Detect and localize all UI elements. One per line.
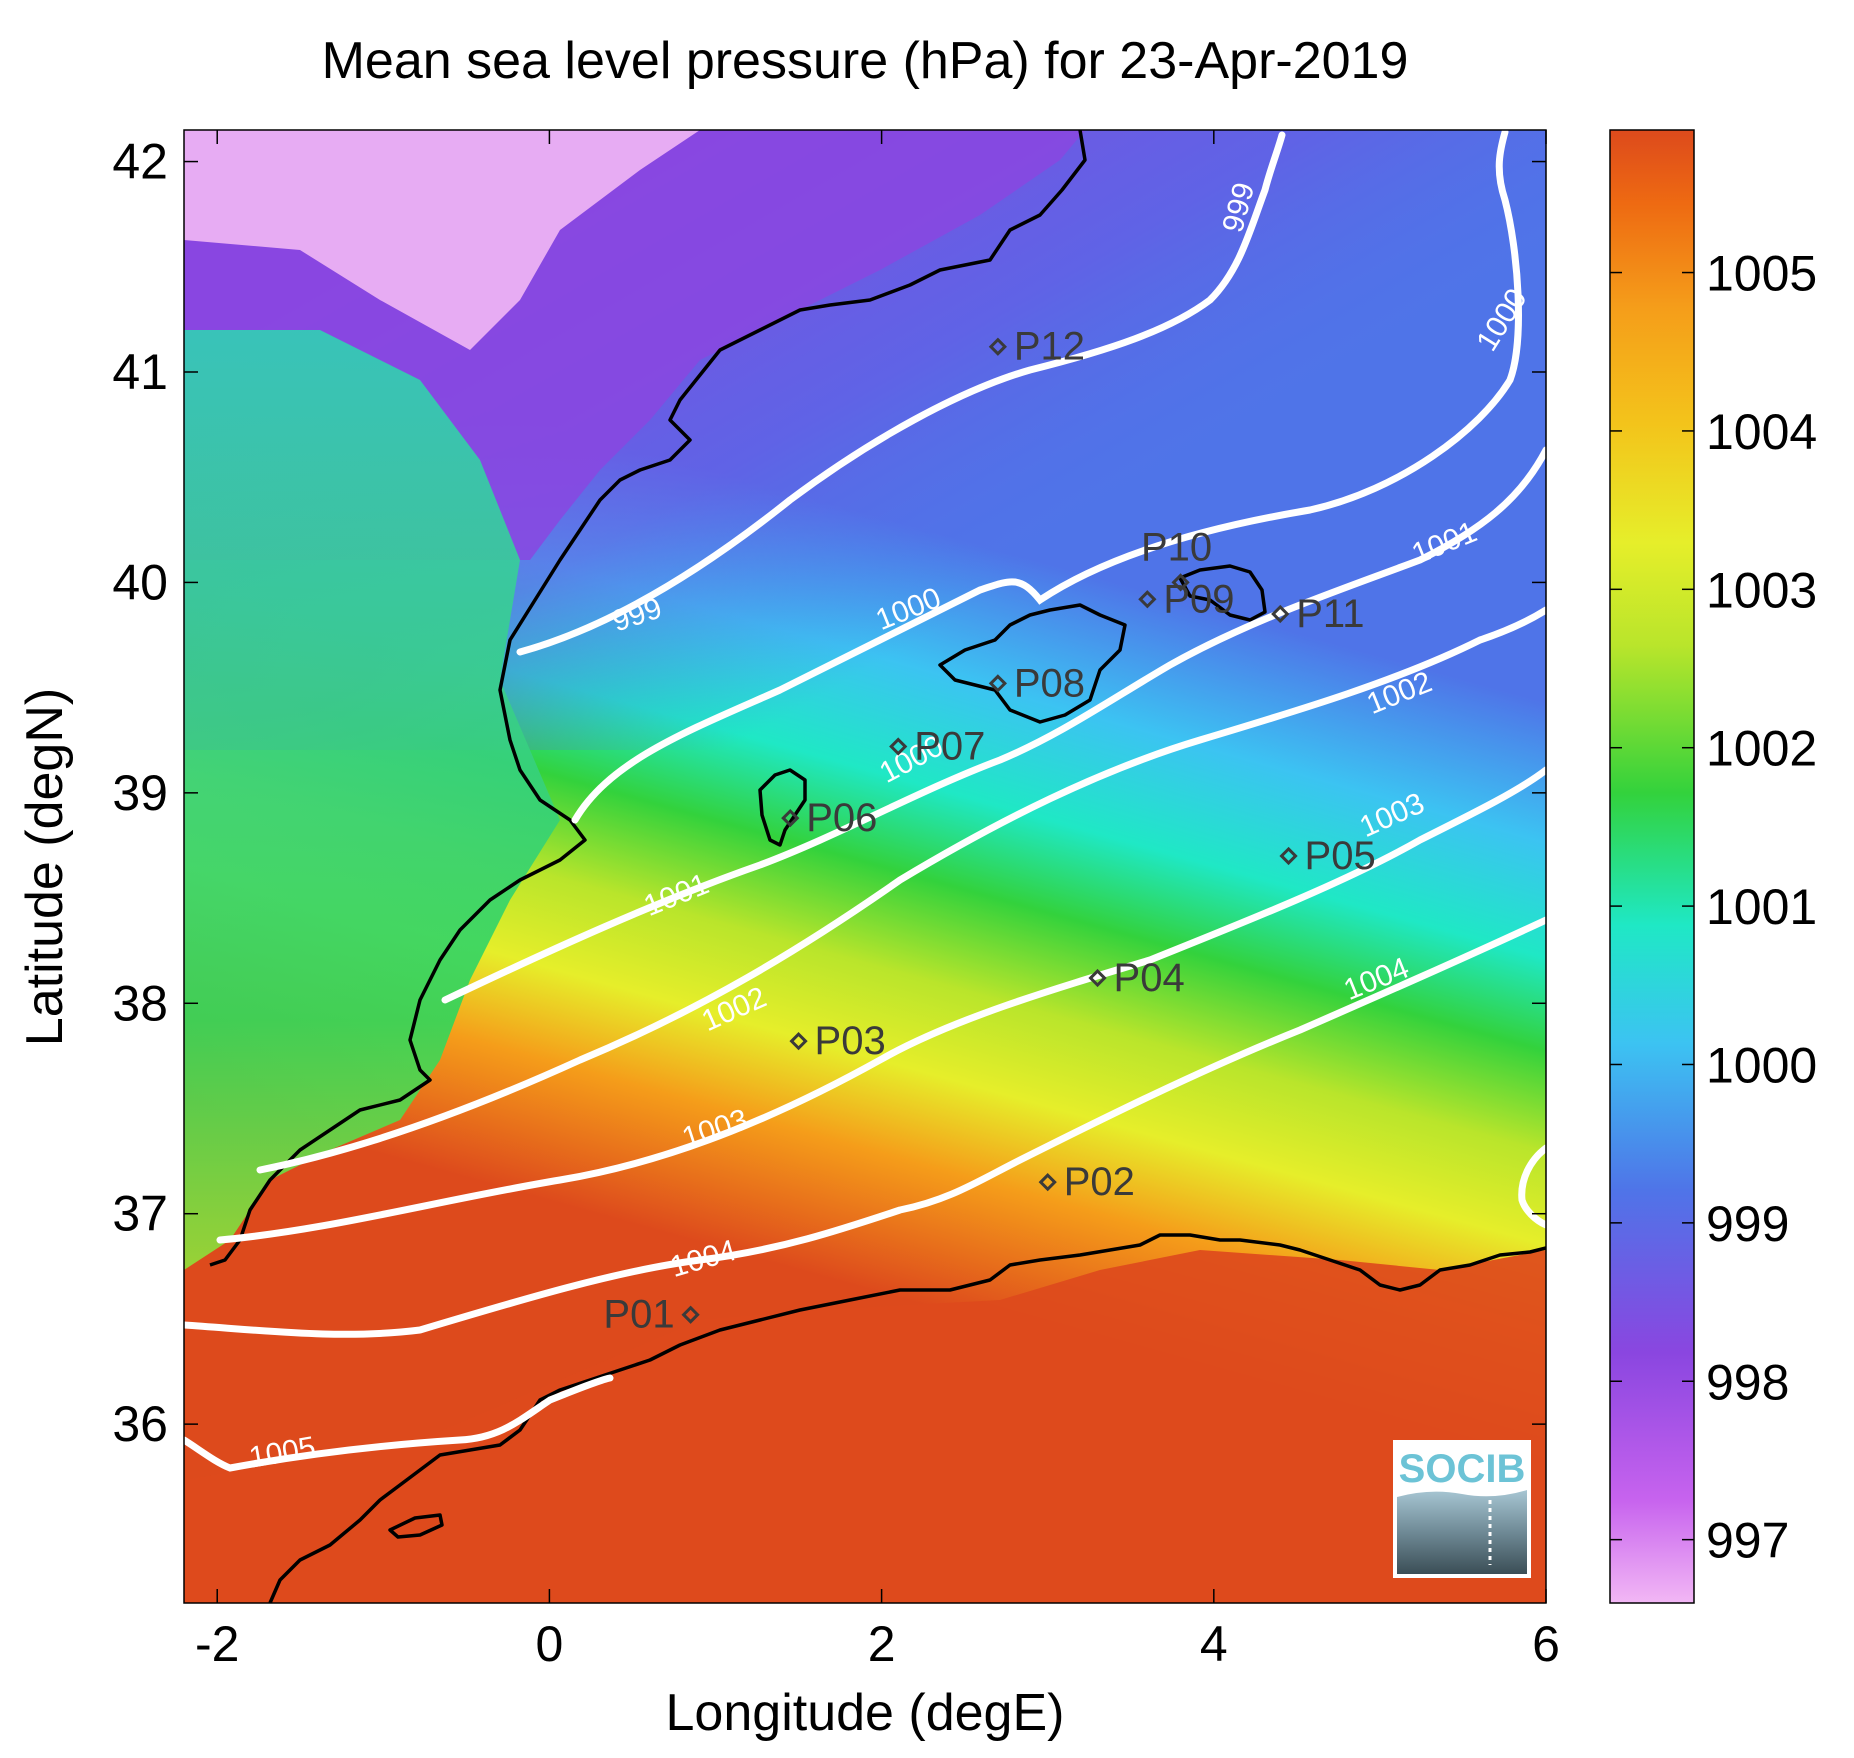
station-marker-icon: [988, 674, 1008, 693]
y-tick-label: 37: [112, 1186, 168, 1242]
station-label: P12: [1014, 325, 1085, 369]
logo-text: SOCIB: [1399, 1447, 1526, 1491]
station-label: P11: [1296, 592, 1364, 636]
station-label: P10: [1141, 525, 1212, 569]
iberian-land-field: [184, 330, 560, 1270]
colorbar-tick-label: 997: [1706, 1513, 1789, 1569]
colorbar-tick-label: 1002: [1706, 721, 1817, 777]
x-tick-label: 6: [1532, 1616, 1560, 1672]
x-tick-label: -2: [195, 1616, 239, 1672]
colorbar-tick-label: 999: [1706, 1196, 1789, 1252]
isobars: [184, 130, 1546, 1472]
station-p01: P01: [603, 1293, 700, 1337]
station-marker-icon: [1038, 1173, 1057, 1192]
station-label: P02: [1064, 1160, 1135, 1204]
colorbar-tick-label: 1003: [1706, 562, 1817, 618]
plot-frame: [183, 129, 1547, 1604]
station-marker-icon: [988, 337, 1008, 356]
colorbar-ticks: 997 998 999 1000 1001 1002 1003 1004 1005: [1610, 246, 1817, 1569]
colorbar-ramp: [1609, 129, 1695, 1604]
colorbar-tick-label: 1004: [1706, 404, 1817, 460]
colorbar-tick-label: 1005: [1706, 246, 1817, 302]
station-marker-icon: [789, 1032, 808, 1051]
x-tick-label: 2: [868, 1616, 896, 1672]
station-p05: P05: [1279, 834, 1376, 878]
station-label: P05: [1305, 834, 1376, 878]
station-p04: P04: [1088, 956, 1185, 1000]
alboran-island-coastline: [388, 1513, 444, 1539]
station-marker-icon: [889, 737, 908, 756]
isobar-1000-line: [571, 130, 1522, 824]
station-label: P07: [914, 725, 985, 769]
x-axis-label: Longitude (degE): [666, 1684, 1065, 1742]
y-tick-label: 39: [112, 765, 168, 821]
y-tick-label: 41: [112, 344, 168, 400]
colorbar-tick-label: 998: [1706, 1354, 1789, 1410]
station-label: P01: [603, 1293, 674, 1337]
mallorca-coastline: [938, 603, 1127, 724]
x-tick-label: 0: [536, 1616, 564, 1672]
isobar-999-line: [516, 131, 1286, 656]
isobar-1001-line: [441, 446, 1546, 1004]
station-p03: P03: [789, 1019, 886, 1063]
station-p07: P07: [889, 725, 985, 769]
african-land-field: [184, 1250, 1546, 1603]
station-marker-icon: [1171, 573, 1190, 592]
axes: -2 0 2 4 6 36 37 38 39 40 41 42: [112, 130, 1560, 1672]
station-label: P04: [1114, 956, 1185, 1000]
isobar-1003-line: [216, 766, 1546, 1244]
logo-sea-icon: [1397, 1490, 1527, 1574]
colorbar-tick-label: 1000: [1706, 1037, 1817, 1093]
isobar-1002-line: [256, 606, 1546, 1174]
station-marker-icon: [681, 1305, 700, 1324]
station-marker-icon: [1279, 846, 1298, 866]
station-label: P03: [815, 1019, 886, 1063]
colorbar: 997 998 999 1000 1001 1002 1003 1004 1005: [1609, 129, 1817, 1604]
station-marker-icon: [1088, 968, 1107, 988]
station-label: P08: [1014, 661, 1085, 705]
station-marker-icon: [1271, 604, 1290, 624]
colorbar-tick-label: 1001: [1706, 879, 1817, 935]
station-p11: P11: [1271, 592, 1364, 636]
socib-logo: SOCIB: [1393, 1440, 1531, 1578]
station-marker-icon: [781, 808, 800, 828]
station-p02: P02: [1038, 1160, 1135, 1204]
station-label: P06: [806, 796, 877, 840]
coastlines: [209, 130, 1546, 1603]
chart-title: Mean sea level pressure (hPa) for 23-Apr…: [322, 32, 1409, 90]
isobar-1004-line: [184, 916, 1546, 1338]
iberian-coastline: [209, 130, 1087, 1267]
x-tick-label: 4: [1200, 1616, 1228, 1672]
station-p08: P08: [988, 661, 1085, 705]
y-tick-label: 36: [112, 1396, 168, 1452]
isobar-1005-right-line: [1518, 1144, 1546, 1229]
station-marker-icon: [1138, 590, 1157, 609]
y-tick-label: 40: [112, 554, 168, 610]
map-plot-area: 999 999 1000 1000 1000 1001 1001 1002 10…: [184, 130, 1546, 1603]
north-african-coastline: [268, 1233, 1546, 1603]
isobar-1005-line: [184, 1374, 614, 1472]
station-p10: P10: [1141, 525, 1212, 592]
y-tick-label: 38: [112, 975, 168, 1031]
y-tick-label: 42: [112, 134, 168, 190]
pressure-minimum-area: [184, 130, 700, 350]
station-p06: P06: [781, 796, 877, 840]
station-p12: P12: [988, 325, 1085, 369]
y-axis-label: Latitude (degN): [16, 688, 74, 1046]
menorca-coastline: [1178, 564, 1267, 622]
